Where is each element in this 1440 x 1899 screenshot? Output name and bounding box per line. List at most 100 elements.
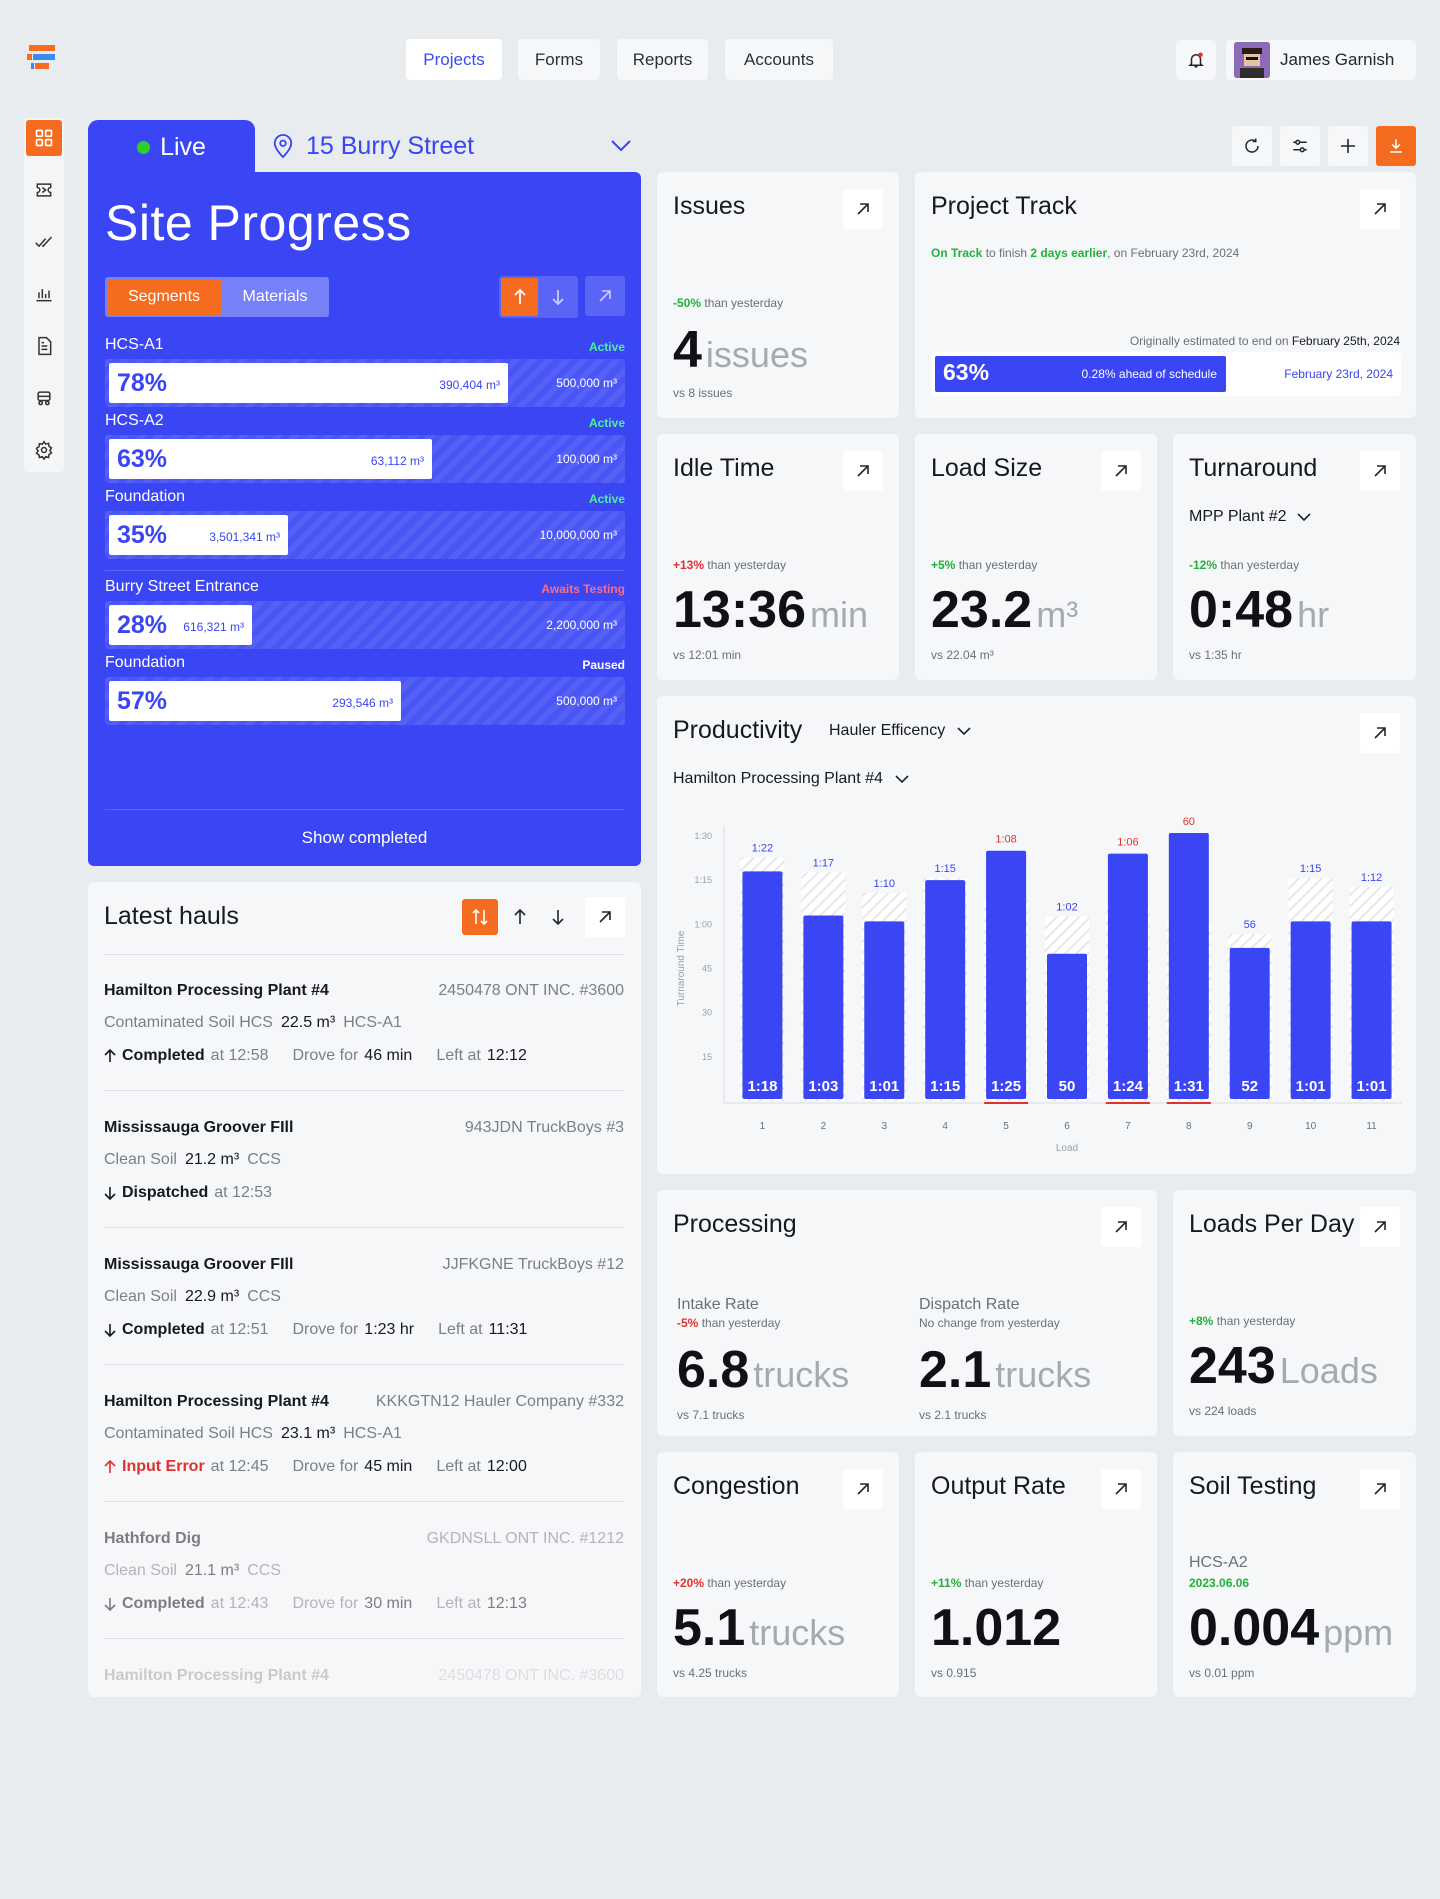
turnaround-expand-button[interactable] [1360,451,1400,491]
soil-testing-expand-button[interactable] [1360,1469,1400,1509]
target-label: 1:15 [1300,863,1321,875]
idle-expand-button[interactable] [843,451,883,491]
segments-toggle-button[interactable]: Segments [107,279,221,315]
hauls-sort-down-button[interactable] [540,899,576,935]
haul-time: at 12:51 [210,1321,269,1338]
haul-volume: 22.9 m³ [184,1288,240,1305]
haul-item[interactable]: Hamilton Processing Plant #4 2450478 ONT… [104,1667,624,1697]
y-tick-label: 45 [702,964,712,974]
sort-up-button[interactable] [501,278,538,316]
actual-bar [1351,921,1392,1099]
notifications-button[interactable] [1176,40,1216,80]
segment-progress-fill: 63% 63,112 m³ [109,439,432,479]
intake-vs: vs 7.1 trucks [677,1408,745,1422]
loads-unit: Loads [1279,1350,1378,1391]
segment-progress-bar[interactable]: 57% 293,546 m³ 500,000 m³ [105,677,625,725]
sidebar-item-dashboard[interactable] [26,120,62,156]
load-size-title: Load Size [931,454,1043,482]
haul-code: CCS [247,1151,281,1168]
refresh-button[interactable] [1232,126,1272,166]
load-size-expand-button[interactable] [1101,451,1141,491]
segment-progress-bar[interactable]: 28% 616,321 m³ 2,200,000 m³ [105,601,625,649]
output-rate-card: Output Rate +11% than yesterday 1.012 vs… [915,1452,1157,1697]
add-button[interactable] [1328,126,1368,166]
materials-toggle-button[interactable]: Materials [242,288,308,305]
site-selector[interactable]: 15 Burry Street [272,126,632,166]
x-tick-label: 4 [942,1121,948,1132]
nav-tab-forms[interactable]: Forms [518,39,600,80]
soil-segment: HCS-A2 [1189,1554,1248,1571]
show-completed-link[interactable]: Show completed [301,828,428,847]
haul-item[interactable]: Mississauga Groover FIll JJFKGNE TruckBo… [104,1256,624,1366]
sidebar-item-fleet[interactable] [26,380,62,416]
sidebar-item-tickets[interactable] [26,172,62,208]
nav-tab-accounts[interactable]: Accounts [725,39,833,80]
productivity-metric-select[interactable]: Hauler Efficency [829,722,971,740]
x-tick-label: 1 [760,1121,766,1132]
actual-label: 1:25 [991,1078,1021,1095]
sort-icon [472,908,488,926]
live-tab[interactable]: Live [88,120,255,174]
segment-status: Active [588,492,625,506]
load-size-value: 23.2 [931,581,1033,639]
track-progress-bar: 63% 0.28% ahead of schedule February 23r… [931,352,1401,396]
x-tick-label: 11 [1366,1121,1377,1132]
productivity-plant-select[interactable]: Hamilton Processing Plant #4 [673,770,909,788]
haul-left: 12:00 [486,1458,527,1475]
haul-left: 12:13 [486,1595,527,1612]
chevron-down-icon [895,774,909,783]
intake-label: Intake Rate [677,1296,759,1313]
sort-down-button[interactable] [539,278,576,316]
haul-drove-label: Drove for [292,1458,359,1475]
sidebar-item-documents[interactable] [26,328,62,364]
sidebar-item-settings[interactable] [26,432,62,468]
chart-icon [36,289,52,302]
productivity-expand-button[interactable] [1360,713,1400,753]
segment-pct: 78% [117,369,168,397]
x-tick-label: 10 [1305,1121,1317,1132]
download-button[interactable] [1376,126,1416,166]
sort-toggle-button[interactable] [462,899,498,935]
haul-drove: 1:23 hr [364,1321,415,1338]
processing-expand-button[interactable] [1101,1207,1141,1247]
track-end-date: February 23rd, 2024 [1284,367,1393,381]
project-track-expand-button[interactable] [1360,189,1400,229]
track-status: On Track [931,246,983,260]
arrow-up-icon [104,1460,116,1473]
haul-item[interactable]: Hathford Dig GKDNSLL ONT INC. #1212 Clea… [104,1530,624,1640]
congestion-delta: +20% [673,1576,705,1590]
hauls-sort-up-button[interactable] [502,899,538,935]
turnaround-plant-select[interactable]: MPP Plant #2 [1189,508,1311,526]
haul-time: at 12:53 [214,1184,273,1201]
haul-company: 2450478 ONT INC. #3600 [438,982,624,999]
issues-expand-button[interactable] [843,189,883,229]
nav-tab-reports[interactable]: Reports [617,39,708,80]
idle-delta: +13% [673,558,705,572]
bell-icon [1188,52,1204,68]
haul-item[interactable]: Mississauga Groover FIll 943JDN TruckBoy… [104,1119,624,1229]
loads-per-day-expand-button[interactable] [1360,1207,1400,1247]
latest-hauls-expand-button[interactable] [585,897,625,937]
site-progress-expand-button[interactable] [585,276,625,316]
segment-name: HCS-A1 [105,336,164,353]
productivity-plant-label: Hamilton Processing Plant #4 [673,770,883,787]
segment-progress-bar[interactable]: 63% 63,112 m³ 100,000 m³ [105,435,625,483]
haul-volume: 22.5 m³ [280,1014,336,1031]
haul-item[interactable]: Hamilton Processing Plant #4 KKKGTN12 Ha… [104,1393,624,1503]
app-logo[interactable] [27,43,61,73]
segment-progress-bar[interactable]: 78% 390,404 m³ 500,000 m³ [105,359,625,407]
sidebar-item-checks[interactable] [26,224,62,260]
chevron-down-icon [611,140,631,152]
expand-arrow-icon [1374,203,1386,215]
filter-button[interactable] [1280,126,1320,166]
output-rate-expand-button[interactable] [1101,1469,1141,1509]
loads-per-day-title: Loads Per Day [1189,1210,1355,1238]
sidebar-item-analytics[interactable] [26,276,62,312]
user-menu[interactable]: James Garnish [1226,40,1416,80]
congestion-expand-button[interactable] [843,1469,883,1509]
x-tick-label: 8 [1186,1121,1192,1132]
haul-destination: Hamilton Processing Plant #4 [104,1393,329,1410]
segment-progress-bar[interactable]: 35% 3,501,341 m³ 10,000,000 m³ [105,511,625,559]
haul-item[interactable]: Hamilton Processing Plant #4 2450478 ONT… [104,982,624,1092]
nav-tab-projects[interactable]: Projects [406,39,502,80]
